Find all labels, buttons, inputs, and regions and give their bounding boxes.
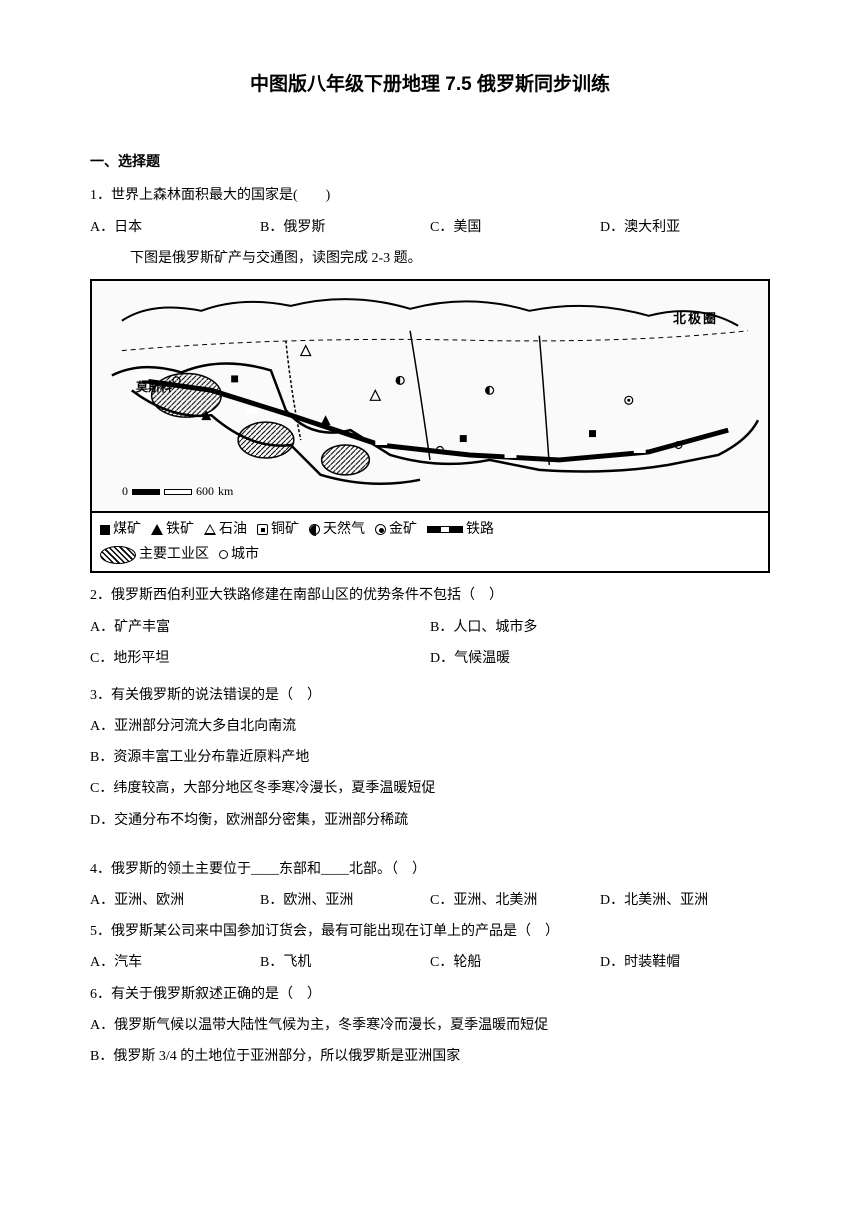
question-5-stem: 5．俄罗斯某公司来中国参加订货会，最有可能出现在订单上的产品是（ ）: [90, 919, 770, 944]
legend-gold: 金矿: [389, 517, 417, 542]
gold-icon: [375, 524, 386, 535]
question-6-stem: 6．有关于俄罗斯叙述正确的是（ ）: [90, 982, 770, 1007]
question-1-stem: 1．世界上森林面积最大的国家是( ): [90, 183, 770, 208]
option-b: B．资源丰富工业分布靠近原料产地: [90, 745, 770, 770]
legend-rail: 铁路: [466, 517, 494, 542]
question-4-stem: 4．俄罗斯的领土主要位于____东部和____北部。（ ）: [90, 857, 770, 882]
map-scale: 0 600 km: [122, 481, 233, 503]
scale-600: 600: [196, 481, 214, 503]
option-a: A．亚洲、欧洲: [90, 888, 260, 913]
legend-gas: 天然气: [323, 517, 365, 542]
legend-coal: 煤矿: [113, 517, 141, 542]
option-b: B．人口、城市多: [430, 615, 770, 640]
legend-oil: 石油: [219, 517, 247, 542]
map-label-arctic: 北极圈: [673, 307, 718, 330]
legend-city: 城市: [231, 542, 259, 567]
intro-2-3: 下图是俄罗斯矿产与交通图，读图完成 2-3 题。: [130, 246, 770, 271]
map-box: 莫斯科 北极圈 0 600 km: [90, 279, 770, 513]
scale-unit: km: [218, 481, 233, 503]
legend-iron: 铁矿: [166, 517, 194, 542]
option-c: C．轮船: [430, 950, 600, 975]
map-figure: 莫斯科 北极圈 0 600 km 煤矿 铁矿 石油 铜矿 天然气 金矿 铁路 主…: [90, 279, 770, 573]
option-d: D．气候温暖: [430, 646, 770, 671]
option-b: B．飞机: [260, 950, 430, 975]
option-d: D．澳大利亚: [600, 215, 770, 240]
map-legend: 煤矿 铁矿 石油 铜矿 天然气 金矿 铁路 主要工业区 城市: [90, 513, 770, 573]
option-d: D．交通分布不均衡，欧洲部分密集，亚洲部分稀疏: [90, 808, 770, 833]
industrial-icon: [100, 546, 136, 564]
city-icon: [219, 550, 228, 559]
rail-icon: [427, 526, 463, 533]
option-a: A．汽车: [90, 950, 260, 975]
iron-icon: [151, 524, 163, 535]
question-3-options: A．亚洲部分河流大多自北向南流 B．资源丰富工业分布靠近原料产地 C．纬度较高，…: [90, 714, 770, 833]
option-d: D．时装鞋帽: [600, 950, 770, 975]
question-4-options: A．亚洲、欧洲 B．欧洲、亚洲 C．亚洲、北美洲 D．北美洲、亚洲: [90, 888, 770, 913]
question-1-options: A．日本 B．俄罗斯 C．美国 D．澳大利亚: [90, 215, 770, 240]
map-label-moscow: 莫斯科: [136, 377, 172, 399]
question-5-options: A．汽车 B．飞机 C．轮船 D．时装鞋帽: [90, 950, 770, 975]
gas-icon: [309, 524, 320, 535]
page-title: 中图版八年级下册地理 7.5 俄罗斯同步训练: [90, 68, 770, 102]
option-b: B．俄罗斯: [260, 215, 430, 240]
scale-0: 0: [122, 481, 128, 503]
oil-icon: [204, 524, 216, 535]
question-2-stem: 2．俄罗斯西伯利亚大铁路修建在南部山区的优势条件不包括（ ）: [90, 583, 770, 608]
option-c: C．美国: [430, 215, 600, 240]
question-6-options: A．俄罗斯气候以温带大陆性气候为主，冬季寒冷而漫长，夏季温暖而短促 B．俄罗斯 …: [90, 1013, 770, 1069]
option-a: A．亚洲部分河流大多自北向南流: [90, 714, 770, 739]
question-2-options: A．矿产丰富 B．人口、城市多 C．地形平坦 D．气候温暖: [90, 615, 770, 677]
legend-copper: 铜矿: [271, 517, 299, 542]
option-c: C．地形平坦: [90, 646, 430, 671]
section-header: 一、选择题: [90, 150, 770, 175]
option-a: A．俄罗斯气候以温带大陆性气候为主，冬季寒冷而漫长，夏季温暖而短促: [90, 1013, 770, 1038]
legend-industrial: 主要工业区: [139, 542, 209, 567]
option-c: C．亚洲、北美洲: [430, 888, 600, 913]
copper-icon: [257, 524, 268, 535]
option-c: C．纬度较高，大部分地区冬季寒冷漫长，夏季温暖短促: [90, 776, 770, 801]
option-a: A．矿产丰富: [90, 615, 430, 640]
option-a: A．日本: [90, 215, 260, 240]
coal-icon: [100, 525, 110, 535]
option-b: B．欧洲、亚洲: [260, 888, 430, 913]
option-b: B．俄罗斯 3/4 的土地位于亚洲部分，所以俄罗斯是亚洲国家: [90, 1044, 770, 1069]
map-terrain: [92, 281, 768, 513]
option-d: D．北美洲、亚洲: [600, 888, 770, 913]
question-3-stem: 3．有关俄罗斯的说法错误的是（ ）: [90, 683, 770, 708]
